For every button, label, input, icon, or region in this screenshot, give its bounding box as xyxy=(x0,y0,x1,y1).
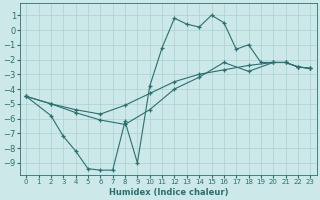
X-axis label: Humidex (Indice chaleur): Humidex (Indice chaleur) xyxy=(108,188,228,197)
